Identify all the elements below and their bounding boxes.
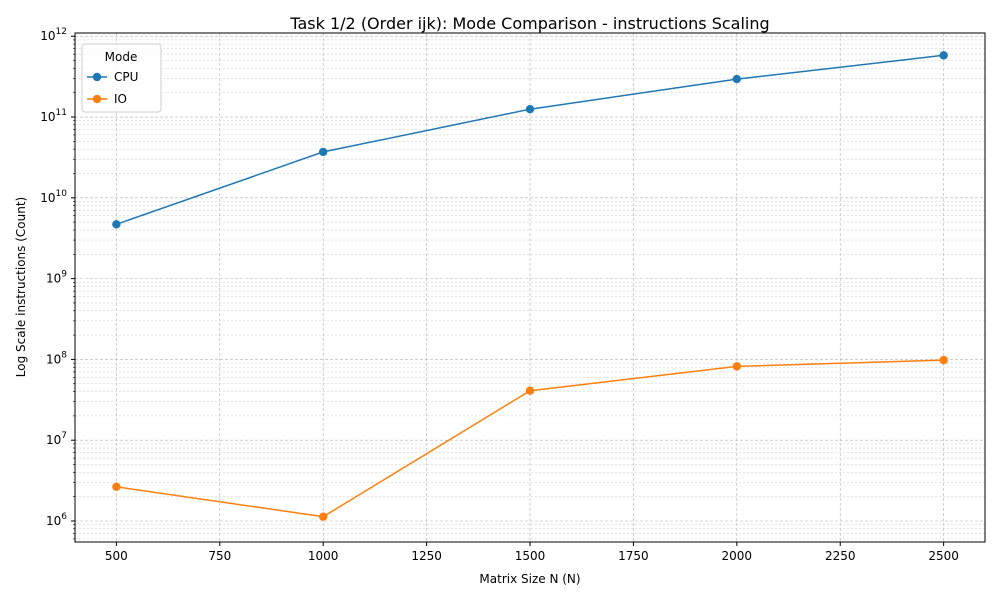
legend-title: Mode	[105, 50, 138, 64]
legend-marker-cpu	[92, 72, 102, 82]
data-point-io	[318, 512, 328, 521]
data-point-io	[939, 355, 948, 365]
grid	[75, 33, 985, 542]
data-point-cpu	[525, 104, 535, 114]
y-tick-label: 107	[46, 431, 67, 447]
chart-title: Task 1/2 (Order ijk): Mode Comparison - …	[289, 14, 769, 33]
legend-box	[81, 43, 162, 113]
series-group	[112, 51, 948, 521]
y-axis: 106 107 108 109 1010 1011 1012	[40, 27, 75, 540]
x-axis-label: Matrix Size N (N)	[479, 572, 580, 586]
y-tick-label: 1010	[40, 189, 67, 205]
x-tick-label: 1500	[515, 549, 546, 563]
y-axis-label: Log Scale instructions (Count)	[14, 197, 28, 377]
x-tick-label: 1000	[308, 549, 339, 563]
x-tick-label: 750	[208, 549, 231, 563]
data-point-cpu	[939, 51, 948, 60]
x-tick-label: 1250	[411, 549, 442, 563]
data-point-io	[732, 362, 742, 371]
legend: Mode CPU IO	[81, 43, 162, 113]
y-tick-label: 1012	[40, 27, 67, 43]
x-tick-label: 2250	[825, 549, 856, 563]
x-tick-label: 500	[105, 549, 128, 563]
legend-label-io: IO	[114, 92, 127, 106]
data-point-cpu	[318, 147, 328, 157]
data-point-cpu	[732, 74, 742, 84]
y-tick-label: 108	[46, 350, 67, 366]
x-tick-label: 2500	[928, 549, 959, 563]
data-point-cpu	[112, 220, 121, 229]
x-tick-label: 2000	[722, 549, 753, 563]
legend-marker-io	[92, 94, 102, 104]
legend-label-cpu: CPU	[114, 70, 138, 84]
y-tick-label: 106	[46, 512, 67, 528]
data-point-io	[112, 482, 121, 491]
y-tick-label: 109	[46, 270, 67, 286]
data-point-io	[525, 386, 535, 395]
y-tick-label: 1011	[40, 108, 67, 124]
x-tick-label: 1750	[618, 549, 649, 563]
x-axis: 500 750 1000 1250 1500 1750 2000 2250 2500	[105, 542, 959, 563]
